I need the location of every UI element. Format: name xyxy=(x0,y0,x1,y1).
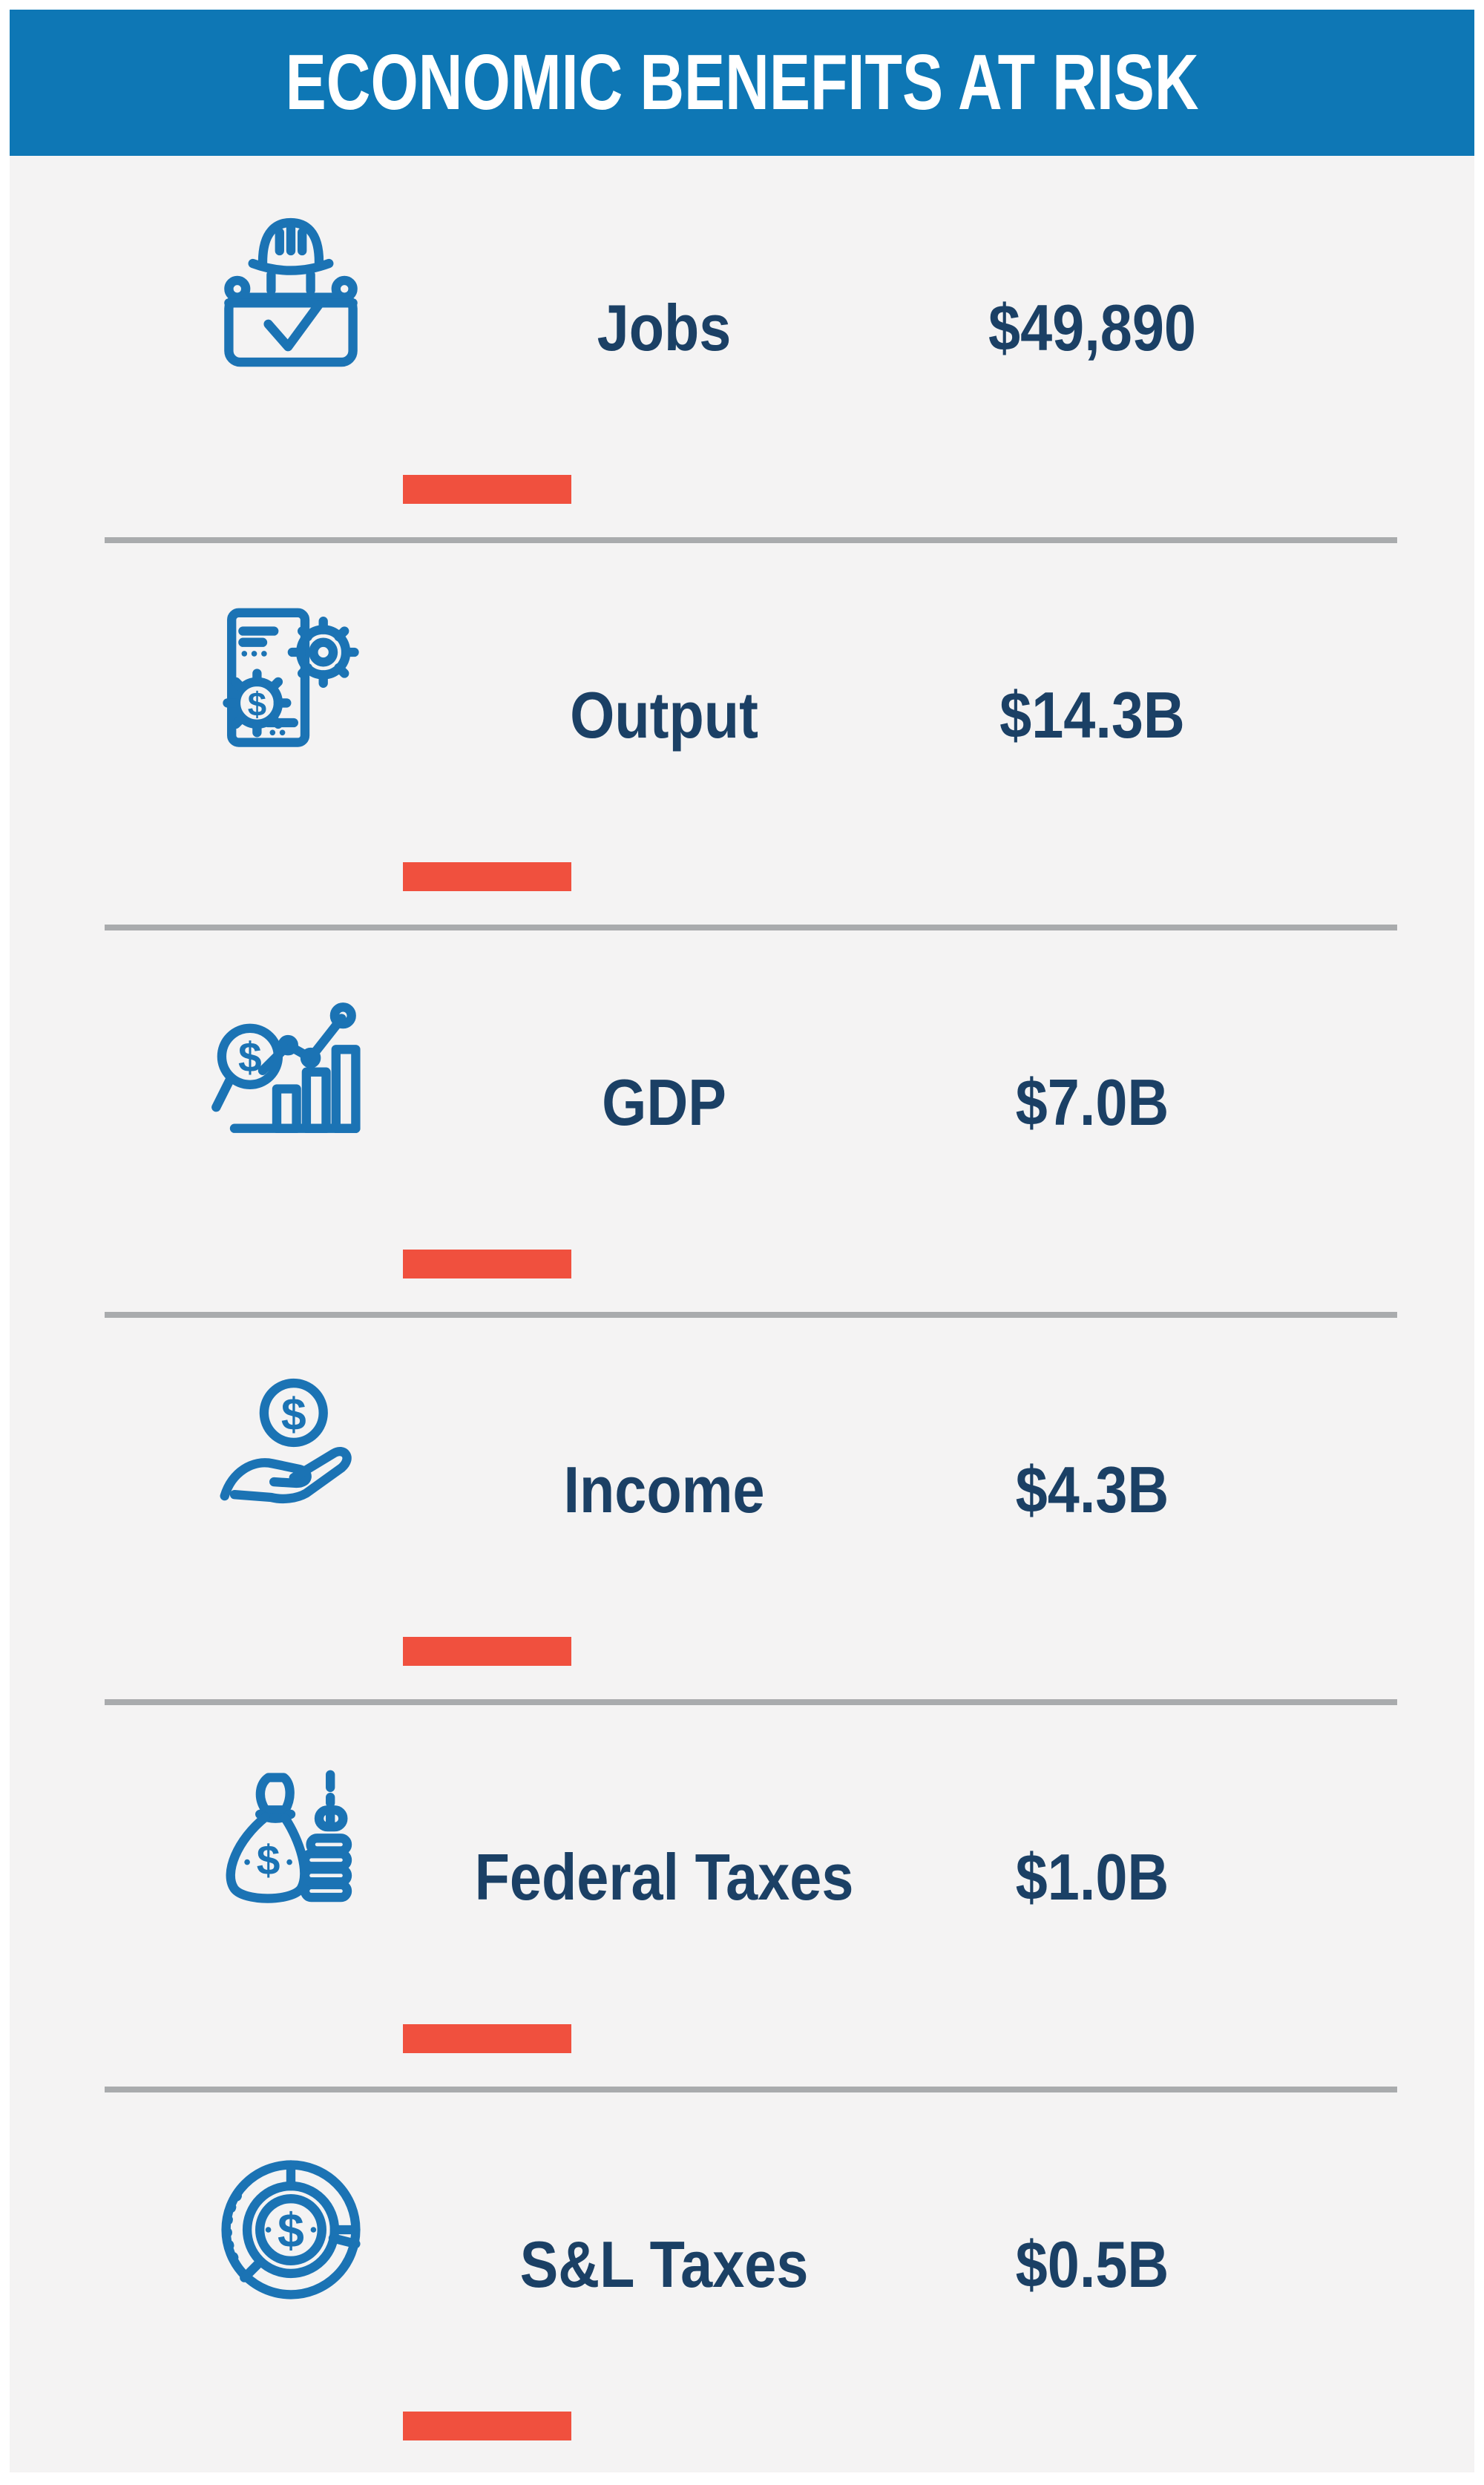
red-accent-bar xyxy=(403,2412,571,2440)
benefit-row-output: $ Output $14.3B xyxy=(10,543,1474,925)
red-accent-bar xyxy=(403,1637,571,1666)
benefit-row-federal-taxes: $ Federal Taxes $1.0B xyxy=(10,1705,1474,2087)
magnifier-barchart-icon: $ xyxy=(211,1002,361,1133)
row-separator xyxy=(105,925,1397,930)
benefit-label: S&L Taxes xyxy=(519,2228,809,2301)
benefit-label: Federal Taxes xyxy=(474,1840,854,1914)
svg-text:$: $ xyxy=(281,1389,306,1440)
moneybag-coins-icon: $ xyxy=(226,1770,352,1903)
row-separator xyxy=(105,1312,1397,1318)
hardhat-toolbox-icon xyxy=(224,217,358,367)
benefit-value: $4.3B xyxy=(1015,1453,1169,1526)
svg-text:$: $ xyxy=(238,1034,262,1082)
icon-block: $ xyxy=(206,982,571,1278)
benefit-value: $49,890 xyxy=(988,291,1196,364)
infographic-panel: ECONOMIC BENEFITS AT RISK Jobs $ xyxy=(10,10,1474,2472)
benefit-value: $1.0B xyxy=(1015,1840,1169,1914)
donut-chart-dollar-icon: $ xyxy=(221,2160,361,2299)
benefit-label: Output xyxy=(570,678,758,752)
svg-text:$: $ xyxy=(248,686,266,723)
hand-coin-icon: $ xyxy=(220,1378,352,1504)
benefit-label: Income xyxy=(563,1453,765,1526)
icon-block: $ xyxy=(206,595,571,891)
icon-block: $ xyxy=(206,1757,571,2053)
benefit-value: $0.5B xyxy=(1015,2228,1169,2301)
red-accent-bar xyxy=(403,1250,571,1278)
benefit-value: $14.3B xyxy=(999,678,1185,752)
benefit-label: Jobs xyxy=(597,291,732,364)
red-accent-bar xyxy=(403,862,571,891)
document-gears-icon: $ xyxy=(223,608,359,747)
red-accent-bar xyxy=(403,475,571,504)
icon-block: $ xyxy=(206,1370,571,1666)
svg-text:$: $ xyxy=(278,2204,304,2257)
svg-text:$: $ xyxy=(257,1837,280,1885)
row-separator xyxy=(105,1699,1397,1705)
benefit-row-jobs: Jobs $49,890 xyxy=(10,156,1474,537)
row-separator xyxy=(105,2087,1397,2092)
red-accent-bar xyxy=(403,2024,571,2053)
benefit-row-income: $ Income $4.3B xyxy=(10,1318,1474,1699)
benefit-label: GDP xyxy=(602,1066,726,1139)
page-title: ECONOMIC BENEFITS AT RISK xyxy=(285,39,1199,126)
title-banner: ECONOMIC BENEFITS AT RISK xyxy=(10,10,1474,156)
icon-block: $ xyxy=(206,2144,571,2440)
icon-block xyxy=(206,208,571,504)
benefit-value: $7.0B xyxy=(1015,1066,1169,1139)
row-separator xyxy=(105,537,1397,543)
benefit-row-sl-taxes: $ S&L Taxes $0.5B xyxy=(10,2092,1474,2474)
benefit-row-gdp: $ GDP $7.0B xyxy=(10,930,1474,1312)
